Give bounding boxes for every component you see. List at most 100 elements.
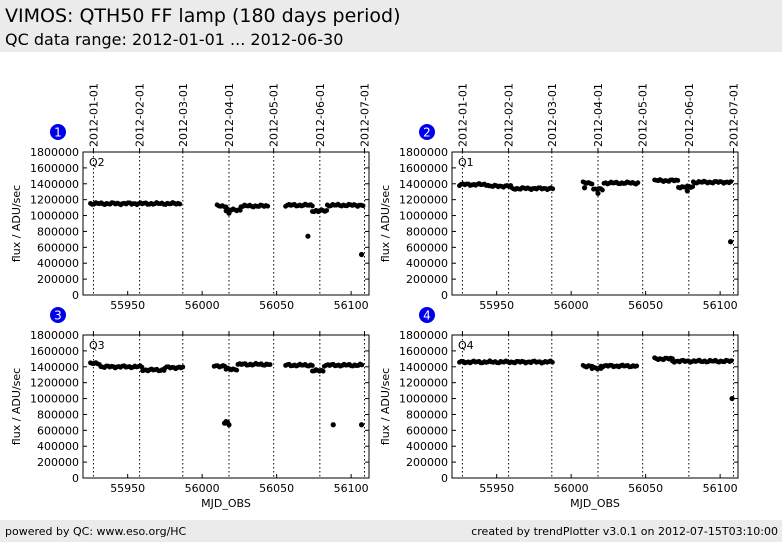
y-tick-label: 0 (441, 472, 448, 485)
data-point (234, 367, 240, 373)
page-title: VIMOS: QTH50 FF lamp (180 days period) (5, 5, 401, 27)
date-tick-label: 2012-06-01 (683, 83, 696, 147)
y-tick-label: 1200000 (30, 194, 79, 207)
x-tick-label: 56000 (185, 482, 220, 495)
x-tick-label: 55950 (110, 482, 145, 495)
x-tick-label: 56050 (628, 299, 663, 312)
x-axis-label: MJD_OBS (570, 497, 620, 510)
data-point (324, 208, 330, 213)
plot-frame (82, 334, 370, 479)
y-tick-label: 200000 (406, 273, 448, 286)
y-tick-label: 0 (72, 289, 79, 302)
date-tick-label: 2012-04-01 (592, 83, 605, 147)
y-tick-label: 1000000 (30, 393, 79, 406)
y-tick-label: 200000 (37, 456, 79, 469)
date-tick-label: 2012-01-01 (456, 83, 469, 147)
y-tick-label: 1400000 (30, 361, 79, 374)
y-tick-label: 1600000 (30, 345, 79, 358)
data-point (634, 363, 640, 369)
x-tick-label: 55950 (110, 299, 145, 312)
y-tick-label: 200000 (406, 456, 448, 469)
date-tick-label: 2012-06-01 (314, 83, 327, 147)
plot-frame (451, 151, 739, 296)
date-tick-label: 2012-04-01 (223, 83, 236, 147)
y-tick-label: 400000 (406, 257, 448, 270)
y-tick-label: 0 (441, 289, 448, 302)
y-tick-label: 1200000 (399, 377, 448, 390)
data-point (549, 359, 555, 365)
page-subtitle: QC data range: 2012-01-01 ... 2012-06-30 (5, 30, 344, 49)
data-point (581, 185, 588, 191)
date-tick-label: 2012-05-01 (637, 83, 650, 147)
date-tick-label: 2012-07-01 (728, 83, 741, 147)
header-bar: VIMOS: QTH50 FF lamp (180 days period) Q… (0, 0, 782, 52)
footer-bar: powered by QC: www.eso.org/HC created by… (0, 520, 782, 542)
data-points (457, 177, 734, 245)
y-tick-label: 800000 (406, 408, 448, 421)
chart-panel-2: 2012-01-01 2012-02-01 2012-03-01 2012-04-01… (379, 83, 741, 312)
date-tick-label: 2012-03-01 (546, 83, 559, 147)
x-tick-label: 56000 (554, 299, 589, 312)
panel-badge (419, 124, 435, 140)
data-point (223, 418, 229, 425)
data-point (595, 190, 601, 196)
data-point (635, 180, 641, 186)
data-point (675, 178, 681, 183)
data-point (305, 233, 311, 239)
y-tick-label: 1600000 (30, 162, 79, 175)
chart-panel-3: 0 200000 400000 600000 800000 1000000 1200000 1… (10, 307, 370, 510)
y-tick-label: 800000 (37, 225, 79, 238)
data-point (358, 422, 365, 428)
chart-panel-4: 0 200000 400000 600000 800000 1000000 1200000 1… (379, 307, 739, 510)
data-point (320, 368, 326, 374)
y-tick-label: 1200000 (399, 194, 448, 207)
y-tick-label: 600000 (37, 424, 79, 437)
panel-badge (50, 307, 66, 323)
x-tick-label: 56050 (259, 482, 294, 495)
data-point (226, 210, 232, 216)
panel-label: Q3 (89, 339, 105, 352)
y-tick-label: 1400000 (30, 178, 79, 191)
data-point (684, 188, 690, 194)
panel-badge-number: 3 (54, 309, 62, 323)
data-point (177, 201, 183, 207)
x-tick-label: 55950 (479, 299, 514, 312)
y-tick-label: 1800000 (30, 146, 79, 159)
data-point (729, 358, 734, 364)
y-tick-label: 1200000 (30, 377, 79, 390)
date-tick-label: 2012-05-01 (268, 83, 281, 147)
panel-badge (50, 124, 66, 140)
y-tick-label: 1000000 (399, 210, 448, 223)
data-point (315, 208, 321, 215)
panel-badge-number: 1 (54, 126, 62, 140)
y-tick-label: 1600000 (399, 345, 448, 358)
data-points (457, 355, 735, 402)
panel-label: Q2 (89, 156, 105, 169)
plot-frame (82, 151, 370, 296)
data-point (729, 395, 735, 402)
x-tick-label: 56000 (554, 482, 589, 495)
x-tick-label: 56100 (703, 482, 738, 495)
y-tick-label: 600000 (406, 241, 448, 254)
y-tick-label: 1800000 (399, 329, 448, 342)
panel-badge-number: 4 (423, 309, 431, 323)
y-axis-label: flux / ADU/sec (10, 368, 23, 445)
footer-generator: created by trendPlotter v3.0.1 on 2012-0… (471, 525, 778, 538)
data-point (690, 184, 696, 190)
panel-badge (419, 307, 435, 323)
data-point (360, 203, 366, 209)
y-tick-label: 400000 (37, 440, 79, 453)
x-tick-label: 56050 (259, 299, 294, 312)
y-tick-label: 1400000 (399, 361, 448, 374)
x-tick-label: 56050 (628, 482, 663, 495)
y-axis-label: flux / ADU/sec (379, 185, 392, 262)
data-point (550, 186, 556, 192)
data-point (589, 181, 595, 187)
y-axis-label: flux / ADU/sec (10, 185, 23, 262)
x-tick-label: 56100 (334, 482, 369, 495)
y-tick-label: 1000000 (399, 393, 448, 406)
panel-label: Q1 (458, 156, 474, 169)
data-point (309, 363, 315, 368)
y-tick-label: 800000 (37, 408, 79, 421)
date-tick-label: 2012-02-01 (503, 83, 516, 147)
